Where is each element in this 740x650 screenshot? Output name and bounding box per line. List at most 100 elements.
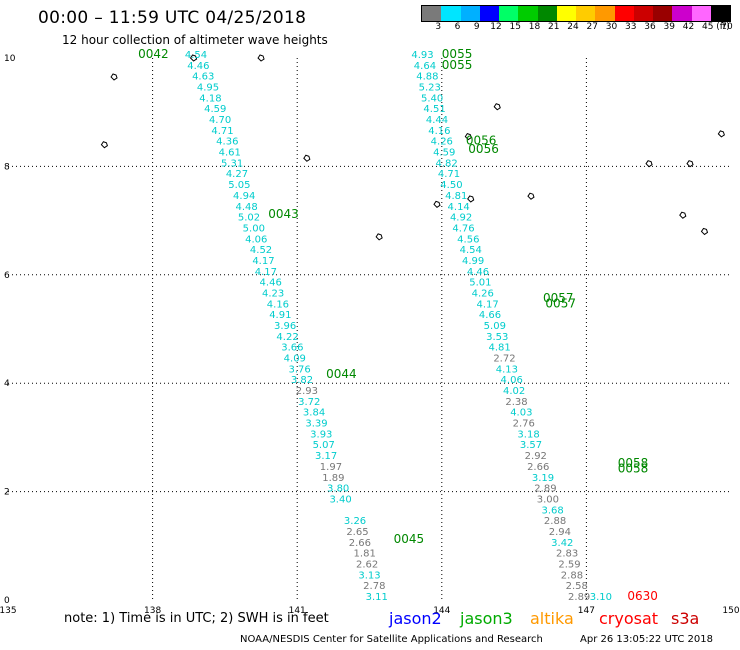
- swh-value: 3.80: [327, 484, 349, 495]
- lat-tick-label: 6: [4, 271, 10, 281]
- legend-jason2: jason2: [389, 609, 442, 628]
- swh-value: 4.56: [457, 234, 479, 245]
- swh-value: 4.18: [199, 93, 221, 104]
- swh-value: 3.93: [310, 429, 332, 440]
- island-shape: [189, 54, 198, 62]
- color-swatch: [672, 6, 692, 21]
- swh-value: 4.81: [445, 191, 467, 202]
- swh-value: 2.94: [549, 527, 571, 538]
- swh-value: 4.06: [501, 375, 523, 386]
- lon-tick-label: 150: [722, 606, 739, 616]
- swh-value: 4.71: [211, 126, 233, 137]
- lat-tick-label: 2: [4, 488, 10, 498]
- lat-tick-label: 10: [4, 54, 16, 64]
- legend-s3a: s3a: [671, 609, 700, 628]
- pass-time-label: 0055: [442, 47, 473, 61]
- swh-value: 5.01: [469, 278, 491, 289]
- color-scale-tick: 39: [663, 22, 675, 32]
- swh-value: 3.40: [329, 494, 351, 505]
- color-swatch: [422, 6, 442, 21]
- swh-value: 5.23: [419, 83, 441, 94]
- color-swatch: [710, 6, 730, 21]
- note-text: note: 1) Time is in UTC; 2) SWH is in fe…: [64, 611, 329, 626]
- swh-value: 3.26: [344, 516, 366, 527]
- swh-value: 4.92: [450, 213, 472, 224]
- swh-value: 3.68: [542, 505, 564, 516]
- swh-value: 4.54: [460, 245, 482, 256]
- swh-value: 4.76: [452, 223, 474, 234]
- swh-value: 5.07: [313, 440, 335, 451]
- swh-value: 2.66: [527, 462, 549, 473]
- swh-value: 4.16: [428, 126, 450, 137]
- swh-value: 3.10: [590, 592, 612, 603]
- swh-value: 5.31: [221, 158, 243, 169]
- swh-value: 3.18: [517, 429, 539, 440]
- swh-value: 1.81: [354, 549, 376, 560]
- island-shape: [679, 211, 687, 219]
- pass-time-label: 0058: [618, 462, 649, 476]
- pass-time-label: 0057: [545, 296, 576, 310]
- color-scale-tick: (ft): [716, 22, 730, 32]
- island-shape: [303, 154, 311, 162]
- pass-time-label: 0055: [442, 58, 473, 72]
- swh-value: 4.99: [462, 256, 484, 267]
- swh-value: 2.59: [558, 559, 580, 570]
- swh-value: 2.62: [356, 559, 378, 570]
- island-shape: [493, 103, 501, 111]
- color-scale-ticks: 3 6 9 12 15 18 21 24 27 30 33 36 39 42 45 70 (ft): [421, 22, 733, 34]
- lat-tick-label: 4: [4, 379, 10, 389]
- color-swatch: [537, 6, 557, 21]
- swh-value: 2.83: [556, 549, 578, 560]
- island-shape: [645, 160, 653, 168]
- color-scale-tick: 6: [454, 22, 461, 32]
- swh-value: 2.78: [363, 581, 385, 592]
- color-scale-tick: 45: [702, 22, 714, 32]
- island-shape: [700, 227, 709, 236]
- page-title: 00:00 – 11:59 UTC 04/25/2018: [38, 8, 307, 28]
- swh-value: 2.92: [525, 451, 547, 462]
- swh-value: 4.46: [187, 61, 209, 72]
- lon-tick-label: 144: [433, 606, 450, 616]
- island-shape: [686, 160, 694, 168]
- swh-value: 4.26: [431, 137, 453, 148]
- swh-value: 5.09: [484, 321, 506, 332]
- swh-value: 4.23: [262, 288, 284, 299]
- swh-value: 4.17: [476, 299, 498, 310]
- swh-value: 4.44: [426, 115, 448, 126]
- swh-value: 2.88: [561, 570, 583, 581]
- lat-tick-label: 8: [4, 162, 10, 172]
- swh-value: 4.26: [472, 288, 494, 299]
- color-swatch: [460, 6, 480, 21]
- color-swatch: [633, 6, 653, 21]
- color-scale-tick: 42: [682, 22, 695, 32]
- island-shape: [467, 195, 475, 203]
- color-scale-tick: 70: [721, 22, 733, 32]
- swh-value: 4.46: [467, 267, 489, 278]
- pass-time-label: 0043: [268, 207, 299, 221]
- swh-value: 4.59: [204, 104, 226, 115]
- island-shape: [257, 54, 265, 62]
- lon-tick-label: 147: [578, 606, 595, 616]
- color-scale-bar: [421, 5, 731, 22]
- pass-time-label: 0056: [468, 142, 499, 156]
- swh-value: 4.70: [209, 115, 231, 126]
- swh-value: 4.91: [269, 310, 291, 321]
- swh-value: 5.05: [228, 180, 250, 191]
- color-swatch: [691, 6, 711, 21]
- credit-timestamp: Apr 26 13:05:22 UTC 2018: [580, 634, 713, 645]
- pass-time-label: 0058: [618, 456, 649, 470]
- swh-value: 4.50: [440, 180, 462, 191]
- swh-value: 4.63: [192, 72, 214, 83]
- pass-time-label: 0630: [627, 589, 658, 603]
- island-shape: [110, 73, 118, 81]
- pass-time-label: 0044: [326, 367, 357, 381]
- swh-value: 4.17: [255, 267, 277, 278]
- swh-value: 5.02: [238, 213, 260, 224]
- swh-value: 3.11: [366, 592, 388, 603]
- island-shape: [433, 200, 441, 208]
- swh-value: 4.82: [435, 158, 457, 169]
- swh-value: 2.76: [513, 419, 535, 430]
- color-swatch: [441, 6, 461, 21]
- swh-value: 5.00: [243, 223, 265, 234]
- pass-time-label: 0042: [138, 47, 169, 61]
